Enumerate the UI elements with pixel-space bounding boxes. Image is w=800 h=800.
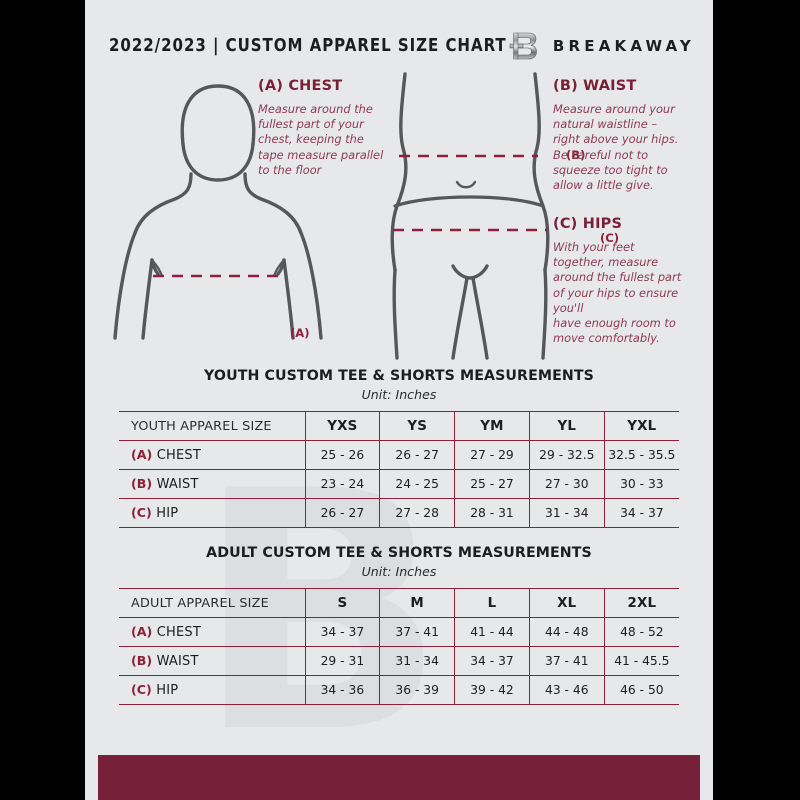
adult-hip-2xl: 46 - 50 [603, 675, 679, 705]
brand-name: BREAKAWAY [552, 37, 695, 55]
youth-row-waist-label: (B) WAIST [119, 469, 305, 499]
youth-header-label: YOUTH APPAREL SIZE [119, 411, 305, 441]
marker-label-b: (B) [566, 148, 586, 162]
adult-waist-m: 31 - 34 [379, 646, 455, 676]
callout-chest: (A) CHEST Measure around the fullest par… [258, 78, 410, 178]
adult-waist-l: 34 - 37 [454, 646, 530, 676]
adult-waist-xl: 37 - 41 [528, 646, 605, 676]
youth-chest-yxl: 32.5 - 35.5 [603, 440, 679, 470]
callout-waist-title: (B) WAIST [553, 78, 637, 94]
youth-waist-ys: 24 - 25 [379, 469, 455, 499]
youth-row-chest-label: (A) CHEST [119, 440, 305, 470]
adult-size-col-3: XL [528, 588, 605, 618]
youth-waist-yxs: 23 - 24 [304, 469, 380, 499]
adult-size-col-4: 2XL [603, 588, 679, 618]
lower-body-figure [385, 70, 555, 365]
adult-size-col-1: M [379, 588, 455, 618]
adult-hip-xl: 43 - 46 [528, 675, 605, 705]
adult-header-label: ADULT APPAREL SIZE [119, 588, 305, 618]
callout-chest-title: (A) CHEST [258, 78, 343, 94]
adult-hip-m: 36 - 39 [379, 675, 455, 705]
adult-chest-l: 41 - 44 [454, 617, 530, 647]
table-row: (B) WAIST 29 - 31 31 - 34 34 - 37 37 - 4… [119, 646, 679, 676]
upper-body-figure [105, 70, 365, 365]
callout-waist-body: Measure around your natural waistline – … [553, 102, 679, 193]
youth-chest-ym: 27 - 29 [454, 440, 530, 470]
youth-hip-ym: 28 - 31 [454, 498, 530, 528]
youth-chest-yl: 29 - 32.5 [528, 440, 605, 470]
table-row: (A) CHEST 34 - 37 37 - 41 41 - 44 44 - 4… [119, 617, 679, 647]
youth-hip-ys: 27 - 28 [379, 498, 455, 528]
youth-waist-yxl: 30 - 33 [603, 469, 679, 499]
adult-size-table-block: ADULT CUSTOM TEE & SHORTS MEASUREMENTS U… [119, 545, 679, 705]
adult-chest-xl: 44 - 48 [528, 617, 605, 647]
measurement-diagrams: (A) (B) (C) (A) CHEST Measure around the… [85, 70, 713, 360]
youth-hip-yxs: 26 - 27 [304, 498, 380, 528]
callout-hips-title: (C) HIPS [553, 216, 623, 232]
youth-size-col-2: YM [454, 411, 530, 441]
callout-chest-body: Measure around the fullest part of your … [258, 102, 384, 177]
size-chart-card: B 2022/2023 | CUSTOM APPAREL SIZE CHART [85, 0, 713, 800]
adult-table-unit: Unit: Inches [361, 564, 437, 579]
youth-waist-ym: 25 - 27 [454, 469, 530, 499]
youth-size-col-4: YXL [603, 411, 679, 441]
navel-detail [455, 180, 477, 189]
table-row: (B) WAIST 23 - 24 24 - 25 25 - 27 27 - 3… [119, 469, 679, 499]
adult-row-hip-label: (C) HIP [119, 675, 305, 705]
adult-row-waist-label: (B) WAIST [119, 646, 305, 676]
youth-row-hip-label: (C) HIP [119, 498, 305, 528]
adult-hip-s: 34 - 36 [304, 675, 380, 705]
table-row: (A) CHEST 25 - 26 26 - 27 27 - 29 29 - 3… [119, 440, 679, 470]
callout-hips: (C) HIPS With your feet together, measur… [553, 216, 701, 346]
youth-size-table: YOUTH APPAREL SIZE YXS YS YM YL YXL (A) … [119, 411, 679, 528]
youth-size-col-0: YXS [304, 411, 380, 441]
marker-label-c: (C) [600, 231, 620, 245]
adult-chest-s: 34 - 37 [304, 617, 380, 647]
youth-table-title: YOUTH CUSTOM TEE & SHORTS MEASUREMENTS [204, 368, 594, 384]
adult-hip-l: 39 - 42 [454, 675, 530, 705]
youth-size-col-3: YL [528, 411, 605, 441]
table-row: (C) HIP 26 - 27 27 - 28 28 - 31 31 - 34 … [119, 498, 679, 528]
youth-table-unit: Unit: Inches [361, 387, 437, 402]
youth-chest-ys: 26 - 27 [379, 440, 455, 470]
page-title: 2022/2023 | CUSTOM APPAREL SIZE CHART [109, 36, 507, 56]
adult-waist-2xl: 41 - 45.5 [603, 646, 679, 676]
adult-size-col-2: L [454, 588, 530, 618]
breakaway-b-logo-icon [507, 30, 541, 62]
table-header-row: YOUTH APPAREL SIZE YXS YS YM YL YXL [119, 411, 679, 441]
youth-hip-yxl: 34 - 37 [603, 498, 679, 528]
page-header: 2022/2023 | CUSTOM APPAREL SIZE CHART [85, 28, 713, 64]
adult-chest-m: 37 - 41 [379, 617, 455, 647]
brand-logo: BREAKAWAY [507, 30, 695, 62]
adult-table-title: ADULT CUSTOM TEE & SHORTS MEASUREMENTS [206, 545, 592, 561]
youth-chest-yxs: 25 - 26 [304, 440, 380, 470]
youth-size-table-block: YOUTH CUSTOM TEE & SHORTS MEASUREMENTS U… [119, 368, 679, 528]
youth-waist-yl: 27 - 30 [528, 469, 605, 499]
adult-size-table: ADULT APPAREL SIZE S M L XL 2XL (A) CHES… [119, 588, 679, 705]
adult-row-chest-label: (A) CHEST [119, 617, 305, 647]
marker-label-a: (A) [290, 326, 310, 340]
callout-hips-body: With your feet together, measure around … [553, 240, 682, 346]
adult-waist-s: 29 - 31 [304, 646, 380, 676]
youth-size-col-1: YS [379, 411, 455, 441]
table-row: (C) HIP 34 - 36 36 - 39 39 - 42 43 - 46 … [119, 675, 679, 705]
footer-accent-bar [98, 755, 700, 800]
youth-hip-yl: 31 - 34 [528, 498, 605, 528]
table-header-row: ADULT APPAREL SIZE S M L XL 2XL [119, 588, 679, 618]
adult-size-col-0: S [304, 588, 380, 618]
adult-chest-2xl: 48 - 52 [603, 617, 679, 647]
callout-waist: (B) WAIST Measure around your natural wa… [553, 78, 701, 193]
